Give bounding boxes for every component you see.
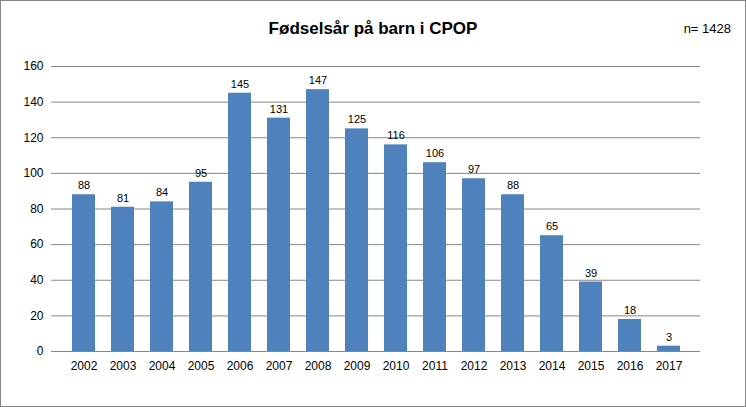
svg-text:2011: 2011 [422,359,448,373]
svg-text:2005: 2005 [188,359,215,373]
svg-text:88: 88 [507,179,519,191]
svg-text:140: 140 [23,95,43,109]
svg-text:100: 100 [23,166,43,180]
svg-text:2014: 2014 [539,359,566,373]
svg-text:88: 88 [78,179,90,191]
svg-text:3: 3 [666,331,672,343]
svg-text:120: 120 [23,131,43,145]
svg-text:160: 160 [23,59,43,73]
svg-text:2003: 2003 [110,359,137,373]
svg-text:2009: 2009 [344,359,371,373]
svg-text:147: 147 [309,74,327,86]
svg-text:2013: 2013 [500,359,527,373]
svg-text:0: 0 [37,344,44,358]
svg-text:84: 84 [156,186,168,198]
svg-text:2007: 2007 [266,359,293,373]
svg-text:2010: 2010 [383,359,410,373]
svg-text:116: 116 [387,129,405,141]
svg-text:125: 125 [348,113,366,125]
svg-text:95: 95 [195,167,207,179]
html-text:n= 1428: n= 1428 [683,21,731,36]
svg-text:65: 65 [546,220,558,232]
svg-text:131: 131 [270,103,288,115]
svg-text:106: 106 [426,147,444,159]
svg-text:2016: 2016 [617,359,644,373]
svg-text:81: 81 [117,192,129,204]
svg-text:20: 20 [30,309,44,323]
svg-text:80: 80 [30,202,44,216]
svg-text:2017: 2017 [656,359,683,373]
svg-text:2004: 2004 [149,359,176,373]
svg-text:2008: 2008 [305,359,332,373]
svg-text:18: 18 [624,304,636,316]
svg-text:145: 145 [231,78,249,90]
svg-text:60: 60 [30,237,44,251]
svg-text:2006: 2006 [227,359,254,373]
svg-text:2015: 2015 [578,359,605,373]
svg-text:2002: 2002 [71,359,98,373]
svg-text:39: 39 [585,267,597,279]
svg-text:97: 97 [468,163,480,175]
svg-text:40: 40 [30,273,44,287]
html-text:Fødselsår på barn i CPOP: Fødselsår på barn i CPOP [268,19,478,38]
svg-text:2012: 2012 [461,359,488,373]
